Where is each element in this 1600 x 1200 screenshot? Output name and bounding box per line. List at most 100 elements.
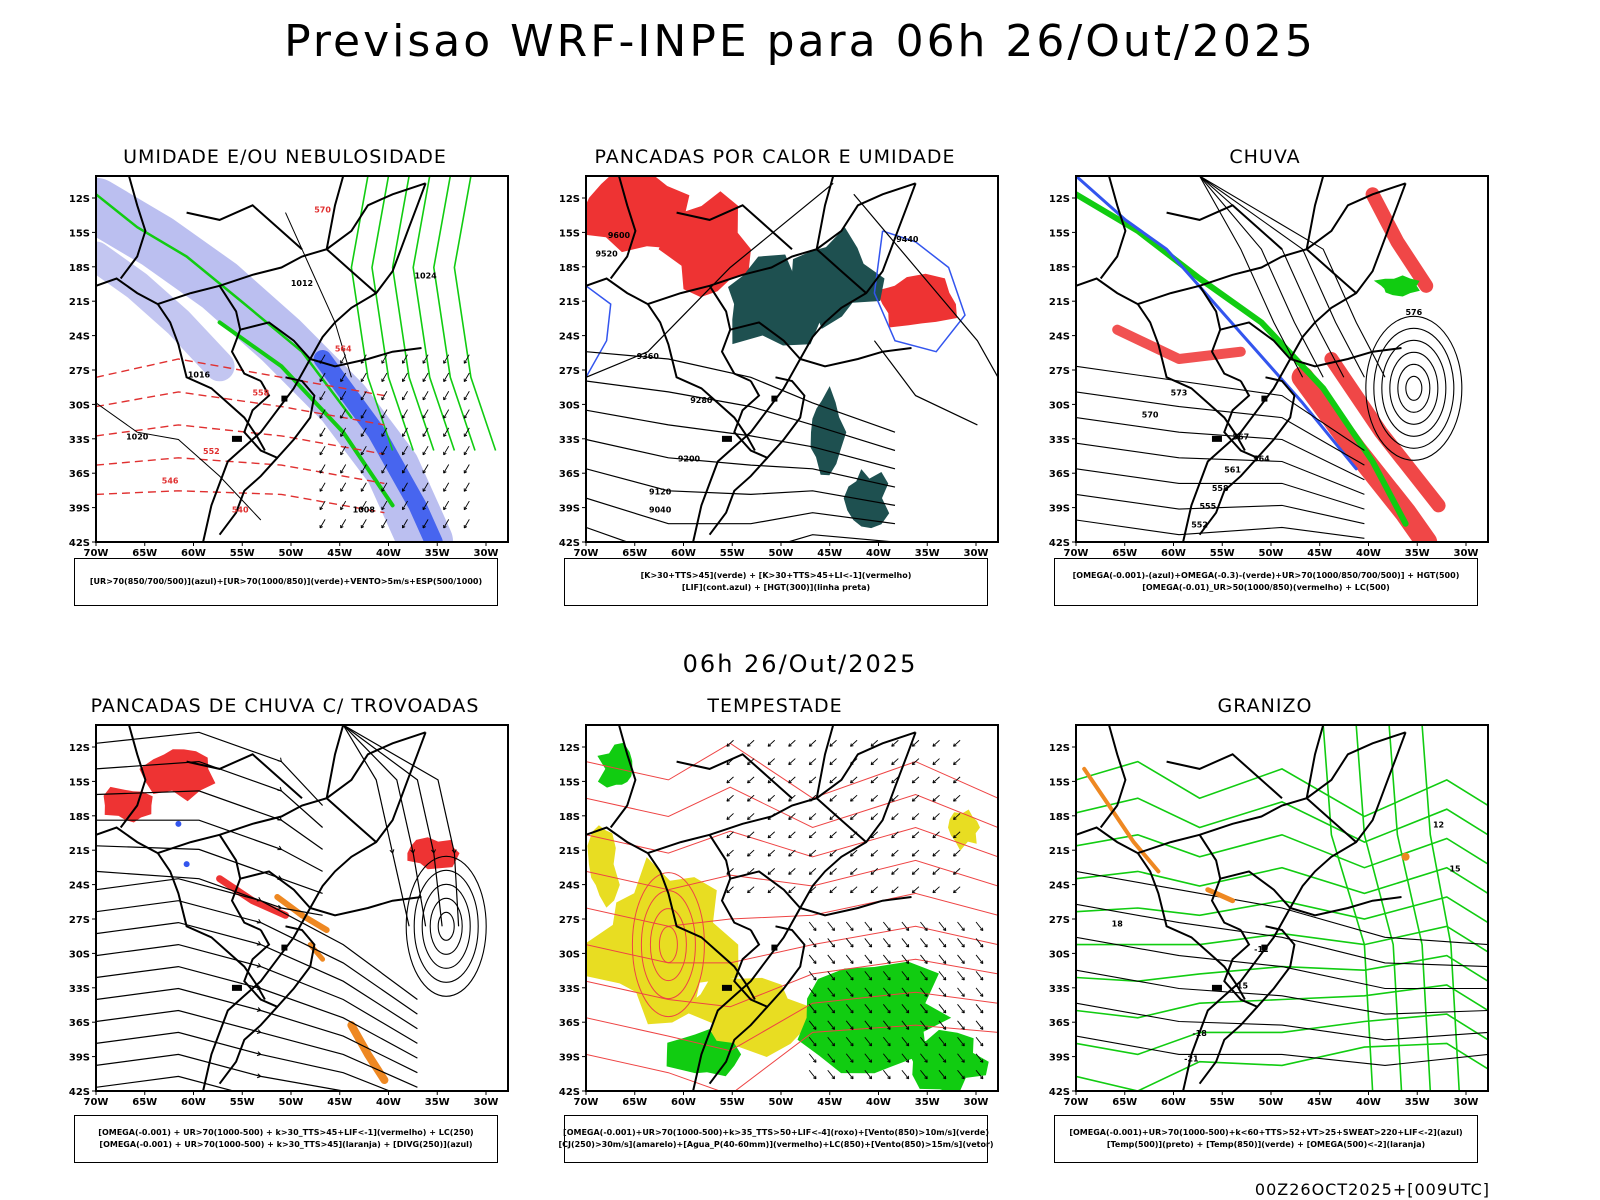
- wind-vector: [422, 482, 429, 492]
- wind-vector-head: [870, 761, 875, 766]
- wind-vector-head: [887, 1042, 891, 1047]
- wind-vector: [827, 971, 835, 981]
- wind-vector: [808, 758, 817, 765]
- wind-vector-head: [463, 415, 468, 419]
- wind-vector-head: [868, 1075, 873, 1080]
- wind-vector: [747, 739, 755, 747]
- state-border: [1137, 731, 1406, 855]
- wind-vector: [845, 971, 854, 981]
- wind-vector-head: [360, 525, 365, 529]
- wind-vector-head: [942, 1009, 947, 1014]
- wind-vector: [340, 500, 347, 510]
- state-border: [816, 248, 867, 294]
- precipitable-water-contour: [586, 991, 998, 1052]
- wind-vector-head: [788, 834, 792, 839]
- state-border: [1305, 725, 1325, 799]
- wind-vector: [953, 886, 961, 894]
- divergence-mark: [183, 861, 190, 868]
- wind-vector-head: [463, 488, 468, 492]
- height-contour: [1076, 468, 1365, 510]
- lat-tick-label: 18S: [1049, 263, 1070, 274]
- wind-vector: [747, 776, 755, 784]
- lon-tick-label: 70W: [84, 548, 109, 559]
- lat-tick-label: 27S: [69, 915, 90, 926]
- height-contour: [1199, 176, 1324, 378]
- height-contour: [1076, 442, 1365, 495]
- wind-vector-head: [340, 470, 344, 474]
- wind-vector: [422, 409, 429, 419]
- wind-vector: [911, 813, 920, 820]
- wind-vector: [850, 776, 858, 784]
- wind-vector-head: [905, 927, 910, 932]
- wind-vector: [443, 391, 450, 401]
- low-humidity-contour: [350, 176, 394, 451]
- wind-vector-head: [767, 761, 772, 766]
- wind-vector-head: [747, 798, 751, 802]
- contour-label: 546: [162, 476, 179, 485]
- wind-vector-head: [829, 853, 833, 857]
- coastline: [309, 182, 427, 360]
- low-humidity-contour: [96, 193, 353, 419]
- lat-tick-label: 42S: [69, 1087, 90, 1098]
- wind-vector: [808, 971, 817, 981]
- wind-vector: [975, 1020, 984, 1030]
- lat-tick-label: 15S: [69, 228, 90, 239]
- state-border: [326, 797, 377, 843]
- wind-vector-head: [979, 960, 984, 964]
- wind-vector: [319, 372, 326, 382]
- lat-tick-label: 30S: [69, 949, 90, 960]
- wind-vector: [957, 921, 965, 931]
- wind-vector-head: [381, 525, 385, 529]
- wind-vector-head: [747, 761, 751, 766]
- wind-vector-head: [381, 488, 385, 492]
- wind-vector: [845, 1037, 854, 1047]
- lagoon: [281, 944, 288, 951]
- wind-vector: [864, 1020, 872, 1030]
- lat-tick-label: 12S: [69, 743, 90, 754]
- wind-vector-head: [932, 889, 936, 894]
- wind-vector-head: [788, 798, 792, 802]
- contour-label: 558: [1212, 484, 1229, 493]
- wind-vector: [319, 391, 326, 401]
- wind-vector: [319, 409, 326, 419]
- wind-vector-head: [850, 889, 854, 894]
- state-border: [815, 176, 835, 250]
- lon-tick-label: 30W: [964, 1097, 989, 1108]
- wind-vector-head: [924, 1026, 928, 1030]
- legend-line: [OMEGA(-0.001) + UR>70(1000-500) + k>30_…: [98, 1128, 474, 1137]
- lon-tick-label: 30W: [1454, 548, 1479, 559]
- wind-vector-head: [887, 976, 891, 981]
- lagoon: [231, 435, 242, 442]
- wind-vector: [957, 1020, 965, 1030]
- lat-tick-label: 36S: [1049, 1018, 1070, 1029]
- contour-label: 555: [1199, 502, 1216, 511]
- height-contour: [1076, 391, 1365, 466]
- wind-vector-head: [953, 871, 957, 875]
- wind-vector-head: [360, 470, 365, 474]
- wind-vector-head: [932, 871, 936, 875]
- wind-vector-head: [463, 433, 468, 437]
- wind-vector-head: [953, 779, 957, 784]
- wind-vector-head: [850, 816, 854, 820]
- wind-vector: [975, 987, 984, 997]
- lon-tick-label: 50W: [1259, 548, 1284, 559]
- state-border: [1198, 834, 1242, 931]
- wind-vector-head: [319, 415, 323, 419]
- lon-tick-label: 30W: [474, 1097, 499, 1108]
- state-border: [239, 321, 422, 368]
- lif-contour: [873, 230, 966, 353]
- wind-vector-head: [961, 1075, 965, 1080]
- wind-vector-head: [905, 1009, 910, 1014]
- wind-850-area: [597, 742, 633, 788]
- lagoon: [771, 944, 778, 951]
- wind-vector: [360, 409, 367, 419]
- lat-tick-label: 24S: [69, 881, 90, 892]
- jet-area: [587, 825, 620, 908]
- wind-vector-head: [747, 889, 751, 894]
- precipitable-water-contour: [586, 786, 998, 829]
- wind-vector-head: [850, 779, 854, 784]
- wind-vector-head: [808, 853, 813, 857]
- streamline: [405, 855, 487, 997]
- wind-vector-head: [850, 944, 854, 948]
